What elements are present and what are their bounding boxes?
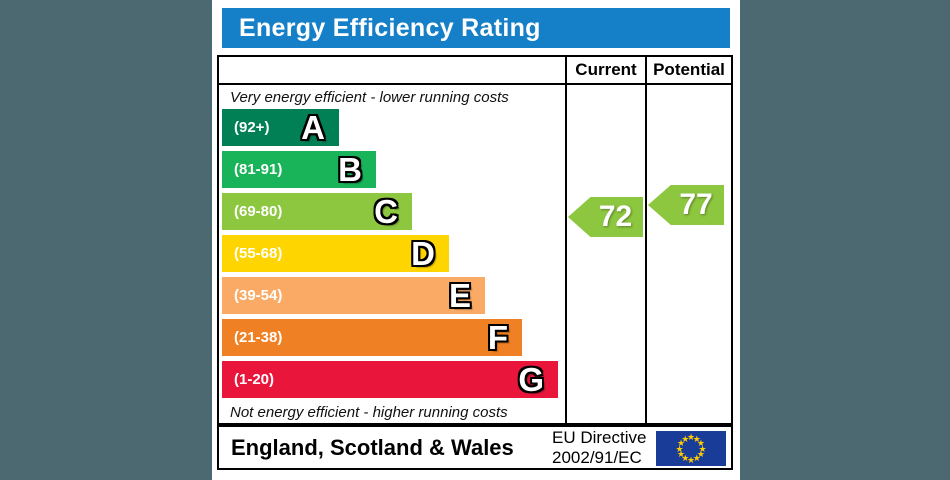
band-letter: D bbox=[411, 235, 435, 272]
note-not-efficient: Not energy efficient - higher running co… bbox=[230, 404, 508, 421]
eu-flag-icon: ★ ★ ★ ★ ★ ★ ★ ★ ★ ★ ★ ★ bbox=[656, 431, 726, 466]
band-letter: E bbox=[448, 277, 471, 314]
band-letter: B bbox=[338, 151, 362, 188]
band-row-e: (39-54) E bbox=[222, 277, 485, 314]
footer-bar: England, Scotland & Wales EU Directive 2… bbox=[217, 425, 733, 470]
band-row-d: (55-68) D bbox=[222, 235, 449, 272]
eu-flag-star: ★ bbox=[681, 453, 690, 464]
potential-rating-arrow: 77 bbox=[648, 185, 724, 225]
note-very-efficient: Very energy efficient - lower running co… bbox=[230, 89, 509, 106]
eu-flag-star: ★ bbox=[692, 433, 701, 444]
band-range-label: (55-68) bbox=[234, 245, 283, 262]
band-range-label: (81-91) bbox=[234, 161, 283, 178]
eu-flag-star: ★ bbox=[681, 433, 690, 444]
column-divider-current bbox=[565, 57, 567, 423]
band-row-f: (21-38) F bbox=[222, 319, 522, 356]
band-row-b: (81-91) B bbox=[222, 151, 376, 188]
band-range-label: (92+) bbox=[234, 119, 270, 136]
band-range-label: (21-38) bbox=[234, 329, 283, 346]
potential-column-header: Potential bbox=[653, 60, 725, 79]
eu-flag-star: ★ bbox=[696, 437, 705, 448]
band-letter: G bbox=[518, 361, 544, 398]
title-bar: Energy Efficiency Rating bbox=[222, 8, 730, 48]
current-rating-value: 72 bbox=[598, 200, 633, 233]
eu-directive-text: EU Directive 2002/91/EC bbox=[552, 428, 646, 468]
eu-flag-star: ★ bbox=[686, 455, 696, 465]
band-letter: F bbox=[487, 319, 508, 356]
potential-rating-value: 77 bbox=[679, 188, 713, 221]
eu-flag-star: ★ bbox=[675, 443, 684, 454]
band-range-label: (69-80) bbox=[234, 203, 283, 220]
eu-flag-star: ★ bbox=[692, 453, 701, 464]
band-row-a: (92+) A bbox=[222, 109, 339, 146]
eu-directive-line2: 2002/91/EC bbox=[552, 448, 642, 467]
eu-flag-star: ★ bbox=[676, 437, 686, 448]
chart-title: Energy Efficiency Rating bbox=[239, 13, 541, 42]
current-column-header: Current bbox=[575, 60, 637, 79]
eu-flag-star: ★ bbox=[686, 432, 696, 442]
region-label: England, Scotland & Wales bbox=[231, 435, 514, 460]
band-range-label: (39-54) bbox=[234, 287, 283, 304]
eu-flag-star: ★ bbox=[676, 449, 686, 460]
table-header-row: Current Potential bbox=[219, 57, 731, 85]
current-rating-arrow: 72 bbox=[568, 197, 643, 237]
certificate-panel: Energy Efficiency Rating Current Potenti… bbox=[212, 0, 740, 480]
eu-flag-star: ★ bbox=[696, 449, 705, 460]
rating-table: Current Potential Very energy efficient … bbox=[217, 55, 733, 425]
band-row-c: (69-80) C bbox=[222, 193, 412, 230]
eu-flag-star: ★ bbox=[698, 443, 707, 454]
band-letter: A bbox=[301, 109, 325, 146]
column-divider-potential bbox=[645, 57, 647, 423]
eu-directive-line1: EU Directive bbox=[552, 428, 647, 447]
band-letter: C bbox=[374, 193, 398, 230]
band-row-g: (1-20) G bbox=[222, 361, 558, 398]
band-range-label: (1-20) bbox=[234, 371, 275, 388]
